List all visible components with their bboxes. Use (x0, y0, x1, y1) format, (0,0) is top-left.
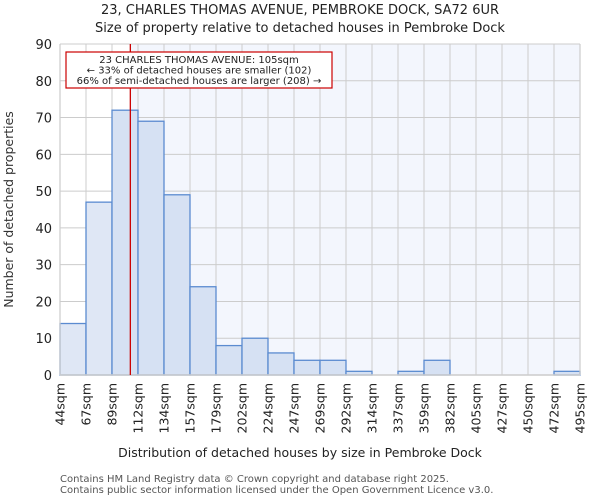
x-tick-label: 427sqm (495, 383, 510, 433)
annotation-box (65, 51, 333, 89)
histogram-bar (59, 322, 87, 376)
histogram-bar (85, 201, 113, 376)
x-tick-label: 382sqm (443, 383, 458, 433)
y-tick-label: 60 (35, 148, 52, 163)
x-tick-label: 179sqm (209, 383, 224, 433)
histogram-bar (189, 286, 217, 376)
x-tick-label: 405sqm (469, 383, 484, 433)
y-tick-label: 70 (35, 112, 52, 127)
y-tick-label: 0 (44, 369, 52, 384)
y-tick-label: 10 (35, 332, 52, 347)
x-tick-label: 314sqm (365, 383, 380, 433)
x-tick-label: 495sqm (573, 383, 588, 433)
x-tick-label: 359sqm (417, 383, 432, 433)
x-tick-label: 472sqm (547, 383, 562, 433)
histogram-bar (163, 194, 191, 376)
x-tick-label: 337sqm (391, 383, 406, 433)
y-tick-label: 80 (35, 75, 52, 90)
annotation-text-line: ← 33% of detached houses are smaller (10… (87, 66, 312, 77)
x-tick-label: 202sqm (235, 383, 250, 433)
x-tick-label: 224sqm (261, 383, 276, 433)
histogram-bar (319, 359, 347, 376)
annotation-text-line: 66% of semi-detached houses are larger (… (77, 76, 322, 87)
x-tick-label: 247sqm (287, 383, 302, 433)
x-axis-title: Distribution of detached houses by size … (118, 445, 482, 460)
x-tick-label: 157sqm (183, 383, 198, 433)
histogram-bar (241, 337, 269, 376)
y-tick-label: 50 (35, 185, 52, 200)
chart-subtitle: Size of property relative to detached ho… (95, 21, 505, 36)
histogram-bar (215, 344, 243, 376)
x-tick-label: 67sqm (79, 383, 94, 426)
x-tick-label: 450sqm (521, 383, 536, 433)
histogram-bar (137, 120, 165, 376)
x-tick-label: 269sqm (313, 383, 328, 433)
y-tick-label: 90 (35, 38, 52, 53)
x-tick-label: 112sqm (131, 383, 146, 433)
x-tick-label: 292sqm (339, 383, 354, 433)
histogram-bar (267, 352, 295, 376)
x-tick-label: 134sqm (157, 383, 172, 433)
y-tick-label: 20 (35, 295, 52, 310)
footer-licence: Contains public sector information licen… (60, 485, 494, 496)
y-tick-label: 40 (35, 222, 52, 237)
x-tick-label: 89sqm (105, 383, 120, 426)
histogram-bar (423, 359, 451, 376)
annotation-text-line: 23 CHARLES THOMAS AVENUE: 105sqm (99, 55, 299, 66)
y-tick-label: 30 (35, 259, 52, 274)
footer-copyright: Contains HM Land Registry data © Crown c… (60, 474, 449, 485)
chart-title: 23, CHARLES THOMAS AVENUE, PEMBROKE DOCK… (100, 3, 500, 18)
histogram-bar (111, 109, 139, 376)
x-tick-label: 44sqm (53, 383, 68, 426)
histogram-bar (293, 359, 321, 376)
y-axis-title: Number of detached properties (1, 111, 16, 308)
